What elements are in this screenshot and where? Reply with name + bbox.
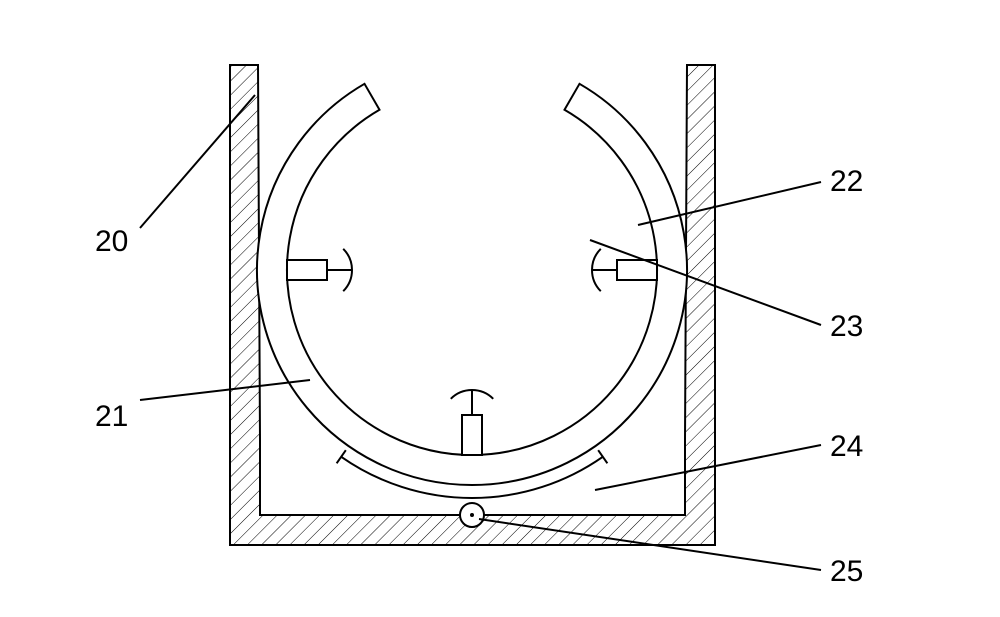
callout-label: 21 — [95, 400, 128, 434]
clamp-body — [462, 415, 482, 455]
diagram-container: 22 20 23 21 24 25 — [0, 0, 1000, 617]
callout-label: 20 — [95, 225, 128, 259]
callout-label: 25 — [830, 555, 863, 589]
technical-diagram — [0, 0, 1000, 617]
leader-line — [140, 380, 310, 400]
callout-label: 23 — [830, 310, 863, 344]
clamp-body — [287, 260, 327, 280]
bottom-roller-center — [470, 513, 474, 517]
arc-end-tick — [337, 450, 346, 463]
callout-label: 24 — [830, 430, 863, 464]
callout-label: 22 — [830, 165, 863, 199]
arc-end-tick — [598, 450, 607, 463]
